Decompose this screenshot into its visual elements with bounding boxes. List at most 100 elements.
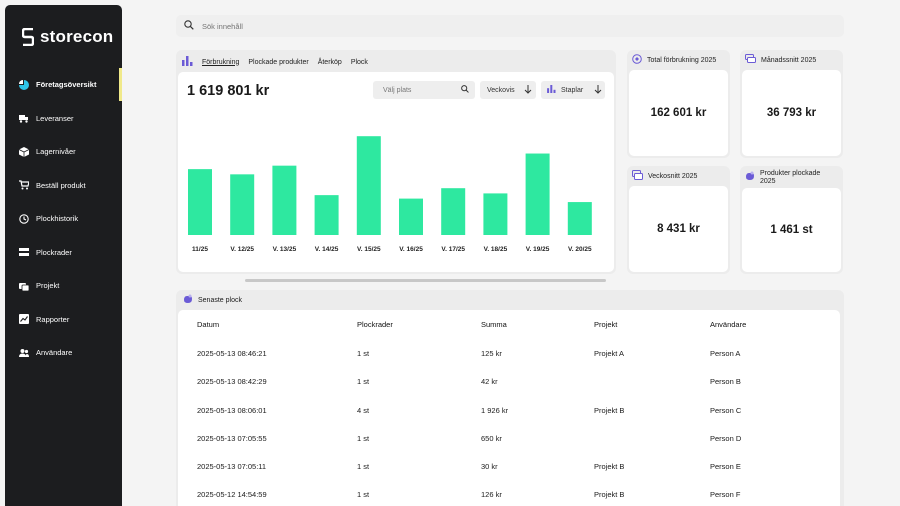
- cell-datum: 2025-05-13 08:46:21: [197, 349, 267, 358]
- period-select-button[interactable]: Veckovis: [480, 81, 536, 99]
- place-select[interactable]: Välj plats: [373, 81, 475, 99]
- bar-5[interactable]: [356, 136, 381, 235]
- x-tick-label: V. 13/25: [273, 246, 297, 253]
- sidebar-item-leveranser[interactable]: Leveranser: [5, 102, 122, 136]
- cell-datum: 2025-05-13 07:05:11: [197, 462, 267, 471]
- stat-value: 36 793 kr: [742, 70, 841, 156]
- cell-summa: 650 kr: [481, 434, 502, 443]
- stat-value: 8 431 kr: [629, 186, 728, 272]
- stat-title: Total förbrukning 2025: [647, 56, 717, 64]
- tab-plock[interactable]: Plock: [350, 58, 368, 66]
- logo[interactable]: storecon: [22, 27, 113, 47]
- cell-plockrader: 1 st: [357, 349, 370, 358]
- consumption-bar-chart: 11/25 V. 12/25 V. 13/25 V. 14/25 V. 15/25 V. …: [188, 136, 592, 253]
- stat-veckosnitt: Veckosnitt 2025 8 431 kr: [627, 166, 730, 274]
- bar-6[interactable]: [399, 198, 423, 235]
- cell-datum: 2025-05-13 08:42:29: [197, 377, 267, 386]
- table-row[interactable]: 2025-05-12 14:54:59 1 st 126 kr Projekt …: [178, 480, 840, 506]
- table-row[interactable]: 2025-05-13 08:46:21 1 st 125 kr Projekt …: [178, 339, 840, 367]
- sidebar-item-bestall-produkt[interactable]: Beställ produkt: [5, 169, 122, 203]
- sidebar-item-plockhistorik[interactable]: Plockhistorik: [5, 202, 122, 236]
- recent-picks-title: Senaste plock: [198, 296, 242, 304]
- cell-projekt: Projekt B: [594, 462, 625, 471]
- cell-plockrader: 1 st: [357, 377, 370, 386]
- bar-9[interactable]: [525, 153, 550, 235]
- stat-value: 162 601 kr: [629, 70, 728, 156]
- report-icon: [19, 314, 29, 325]
- chart-scrollbar[interactable]: [245, 279, 606, 282]
- stat-manadssnitt: Månadssnitt 2025 36 793 kr: [740, 50, 843, 158]
- app-name: storecon: [40, 27, 114, 46]
- sidebar-item-anvandare[interactable]: Användare: [5, 336, 122, 370]
- stat-title: Månadssnitt 2025: [761, 56, 817, 64]
- view-select-button[interactable]: Staplar: [541, 81, 605, 99]
- x-tick-label: V. 20/25: [568, 246, 592, 253]
- delivery-icon: [19, 113, 29, 123]
- table-row[interactable]: 2025-05-13 07:05:11 1 st 30 kr Projekt B…: [178, 452, 840, 480]
- hand-pick-icon: [183, 294, 193, 306]
- table-row[interactable]: 2025-05-13 08:06:01 4 st 1 926 kr Projek…: [178, 396, 840, 424]
- sidebar-item-foretagsoversikt[interactable]: Företagsöversikt: [5, 68, 122, 102]
- project-icon: [19, 281, 29, 291]
- storecon-logo-icon: [22, 28, 34, 46]
- column-header-summa[interactable]: Summa: [481, 320, 507, 329]
- column-header-anvandare[interactable]: Användare: [710, 320, 747, 329]
- period-label: Veckovis: [487, 86, 515, 94]
- search-input[interactable]: [202, 21, 602, 31]
- column-header-plockrader[interactable]: Plockrader: [357, 320, 393, 329]
- bar-chart-icon: [182, 53, 193, 71]
- sidebar: storecon Företagsöversikt Leveranser Lag…: [5, 5, 122, 506]
- sidebar-item-projekt[interactable]: Projekt: [5, 269, 122, 303]
- stat-produkter-plockade: Produkter plockade 2025 1 461 st: [740, 166, 843, 274]
- total-amount: 1 619 801 kr: [187, 83, 270, 99]
- sidebar-item-lagernivaer[interactable]: Lagernivåer: [5, 135, 122, 169]
- bar-8[interactable]: [483, 193, 508, 235]
- hand-pick-icon: [745, 171, 755, 184]
- bar-10[interactable]: [567, 202, 592, 235]
- view-label: Staplar: [561, 86, 584, 94]
- bar-chart-icon: [547, 85, 556, 95]
- chart-panel: Förbrukning Plockade produkter Återköp P…: [176, 50, 616, 282]
- cell-summa: 126 kr: [481, 490, 502, 499]
- chart-tabs: Förbrukning Plockade produkter Återköp P…: [182, 55, 368, 69]
- sidebar-item-label: Plockrader: [36, 247, 72, 257]
- tab-forbrukning[interactable]: Förbrukning: [202, 58, 240, 66]
- cell-plockrader: 1 st: [357, 434, 370, 443]
- place-select-placeholder: Välj plats: [383, 86, 412, 94]
- cell-plockrader: 1 st: [357, 490, 370, 499]
- money-stack-icon: [745, 54, 756, 67]
- sidebar-nav: Företagsöversikt Leveranser Lagernivåer …: [5, 68, 122, 370]
- bar-3[interactable]: [272, 165, 297, 235]
- history-icon: [19, 214, 29, 224]
- cell-plockrader: 4 st: [357, 406, 370, 415]
- cell-anvandare: Person C: [710, 406, 742, 415]
- sidebar-item-rapporter[interactable]: Rapporter: [5, 303, 122, 337]
- bar-7[interactable]: [441, 188, 466, 235]
- sidebar-item-label: Beställ produkt: [36, 180, 86, 190]
- stat-total-forbrukning: Total förbrukning 2025 162 601 kr: [627, 50, 730, 158]
- sidebar-item-plockrader[interactable]: Plockrader: [5, 236, 122, 270]
- sidebar-item-label: Lagernivåer: [36, 147, 76, 157]
- tab-aterkop[interactable]: Återköp: [317, 58, 342, 66]
- rows-icon: [19, 247, 29, 257]
- table-row[interactable]: 2025-05-13 08:42:29 1 st 42 kr Person B: [178, 367, 840, 395]
- search-icon: [184, 17, 194, 35]
- cell-datum: 2025-05-13 07:05:55: [197, 434, 267, 443]
- search-bar[interactable]: [176, 15, 844, 37]
- x-tick-label: V. 12/25: [230, 246, 254, 253]
- column-header-datum[interactable]: Datum: [197, 320, 220, 329]
- cell-summa: 1 926 kr: [481, 406, 509, 415]
- cell-anvandare: Person F: [710, 490, 741, 499]
- cell-anvandare: Person E: [710, 462, 741, 471]
- column-header-projekt[interactable]: Projekt: [594, 320, 618, 329]
- cell-datum: 2025-05-12 14:54:59: [197, 490, 267, 499]
- sidebar-item-label: Rapporter: [36, 314, 70, 324]
- x-tick-label: V. 18/25: [484, 246, 508, 253]
- bar-2[interactable]: [230, 174, 255, 235]
- sidebar-item-label: Leveranser: [36, 113, 74, 123]
- bar-4[interactable]: [314, 195, 339, 235]
- bar-1[interactable]: [188, 169, 212, 235]
- cell-summa: 30 kr: [481, 462, 498, 471]
- table-row[interactable]: 2025-05-13 07:05:55 1 st 650 kr Person D: [178, 424, 840, 452]
- tab-plockade-produkter[interactable]: Plockade produkter: [248, 58, 309, 66]
